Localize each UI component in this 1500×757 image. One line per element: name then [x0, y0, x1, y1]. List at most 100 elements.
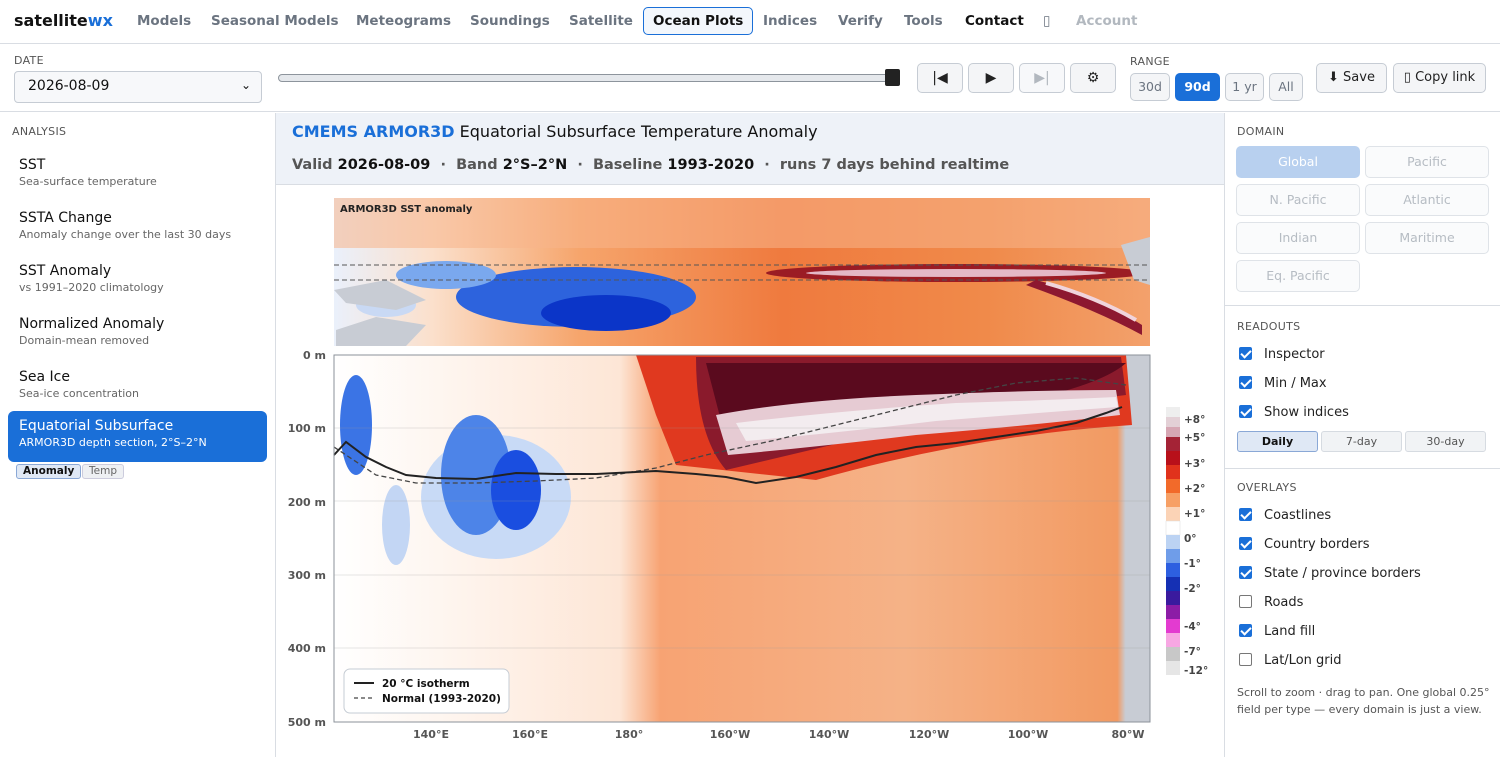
lag-note: runs 7 days behind realtime	[779, 157, 1010, 173]
domain-pacific-button[interactable]: Pacific	[1365, 146, 1489, 178]
analysis-item-sea-ice[interactable]: Sea Ice Sea-ice concentration	[8, 362, 267, 413]
chevron-down-icon: ⌄	[240, 78, 251, 92]
colorbar-label: 0°	[1184, 533, 1197, 545]
domain-indian-button[interactable]: Indian	[1236, 222, 1360, 254]
x-axis: 140°E 160°E 180° 160°W 140°W 120°W 100°W…	[413, 728, 1144, 741]
x-tick-label: 160°W	[710, 728, 751, 741]
domain-n-pacific-button[interactable]: N. Pacific	[1236, 184, 1360, 216]
analysis-item-sst[interactable]: SST Sea-surface temperature	[8, 150, 267, 201]
readout-minmax-checkbox[interactable]: Min / Max	[1239, 376, 1327, 391]
analysis-item-title: Normalized Anomaly	[19, 316, 165, 332]
mode-anomaly-pill[interactable]: Anomaly	[16, 464, 82, 479]
nav-verify[interactable]: Verify	[838, 13, 883, 29]
date-slider[interactable]	[278, 69, 900, 86]
valid-label: Valid	[292, 157, 333, 173]
legend-isotherm-label: 20 °C isotherm	[382, 678, 470, 690]
checkbox-checked[interactable]	[1239, 624, 1252, 637]
checkbox-unchecked[interactable]	[1239, 595, 1252, 608]
domain-atlantic-button[interactable]: Atlantic	[1365, 184, 1489, 216]
analysis-item-sst-anomaly[interactable]: SST Anomaly vs 1991–2020 climatology	[8, 256, 267, 307]
analysis-item-sub: Sea-surface temperature	[19, 175, 157, 188]
analysis-item-title: SST Anomaly	[19, 263, 112, 279]
separator: ·	[764, 157, 770, 173]
toolbar: DATE 2026-08-09 ⌄ |◀ ▶ ▶| ⚙ RANGE 30d 90d…	[0, 44, 1500, 112]
save-button[interactable]: ⬇ Save	[1316, 63, 1387, 93]
checkbox-unchecked[interactable]	[1239, 653, 1252, 666]
date-select[interactable]: 2026-08-09 ⌄	[14, 71, 262, 103]
analysis-item-sub: Sea-ice concentration	[19, 387, 140, 400]
analysis-item-equatorial-subsurface[interactable]: Equatorial Subsurface ARMOR3D depth secti…	[8, 411, 267, 462]
period-7day-button[interactable]: 7-day	[1321, 431, 1402, 452]
readout-inspector-checkbox[interactable]: Inspector	[1239, 347, 1325, 362]
analysis-item-normalized-anomaly[interactable]: Normalized Anomaly Domain-mean removed	[8, 309, 267, 360]
analysis-item-ssta-change[interactable]: SSTA Change Anomaly change over the last …	[8, 203, 267, 254]
nav-meteograms[interactable]: Meteograms	[356, 13, 452, 29]
checkbox-checked[interactable]	[1239, 405, 1252, 418]
separator: ·	[577, 157, 583, 173]
domain-global-button[interactable]: Global	[1236, 146, 1360, 178]
brand-accent: wx	[87, 11, 113, 30]
plot-subtitle: Valid 2026-08-09 · Band 2°S–2°N · Baseli…	[292, 157, 1009, 173]
checkbox-checked[interactable]	[1239, 347, 1252, 360]
checkbox-checked[interactable]	[1239, 376, 1252, 389]
last-frame-button[interactable]: ▶|	[1019, 63, 1065, 93]
nav-tools[interactable]: Tools	[904, 13, 943, 29]
range-1yr-button[interactable]: 1 yr	[1225, 73, 1264, 101]
section-divider	[1225, 305, 1500, 306]
colorbar-label: +3°	[1184, 458, 1205, 470]
range-90d-button[interactable]: 90d	[1175, 73, 1220, 101]
plot-title: CMEMS ARMOR3D Equatorial Subsurface Temp…	[292, 122, 818, 141]
nav-account[interactable]: Account	[1076, 13, 1138, 29]
nav-ocean-plots[interactable]: Ocean Plots	[643, 7, 754, 35]
brand-logo[interactable]: satellitewx	[14, 11, 113, 30]
analysis-item-sub: Domain-mean removed	[19, 334, 150, 347]
nav-models[interactable]: Models	[137, 13, 192, 29]
nav-placeholder-icon[interactable]: ▯	[1043, 13, 1051, 29]
checkbox-checked[interactable]	[1239, 566, 1252, 579]
analysis-item-title: SST	[19, 157, 46, 173]
overlay-latlon-grid-checkbox[interactable]: Lat/Lon grid	[1239, 653, 1342, 668]
overlay-land-fill-checkbox[interactable]: Land fill	[1239, 624, 1315, 639]
section-divider	[1225, 468, 1500, 469]
slider-handle[interactable]	[885, 69, 900, 86]
nav-satellite[interactable]: Satellite	[569, 13, 633, 29]
nav-contact[interactable]: Contact	[965, 13, 1024, 29]
colorbar-label: +5°	[1184, 432, 1205, 444]
overlay-country-borders-checkbox[interactable]: Country borders	[1239, 537, 1369, 552]
range-30d-button[interactable]: 30d	[1130, 73, 1170, 101]
overlay-roads-checkbox[interactable]: Roads	[1239, 595, 1303, 610]
copy-link-button[interactable]: ▯ Copy link	[1393, 63, 1486, 93]
play-button[interactable]: ▶	[968, 63, 1014, 93]
legend-normal-label: Normal (1993-2020)	[382, 693, 501, 705]
nav-soundings[interactable]: Soundings	[470, 13, 550, 29]
checkbox-checked[interactable]	[1239, 537, 1252, 550]
first-frame-button[interactable]: |◀	[917, 63, 963, 93]
baseline-value: 1993-2020	[667, 157, 755, 173]
depth-section	[333, 354, 1151, 723]
range-label: RANGE	[1130, 55, 1170, 68]
checkbox-label: Lat/Lon grid	[1264, 653, 1342, 668]
checkbox-label: Land fill	[1264, 624, 1316, 639]
domain-section-title: DOMAIN	[1237, 125, 1285, 138]
checkbox-label: Show indices	[1264, 405, 1349, 420]
readout-show-indices-checkbox[interactable]: Show indices	[1239, 405, 1349, 420]
checkbox-label: Coastlines	[1264, 508, 1332, 523]
subsurface-section-figure[interactable]: ARMOR3D SST anomaly 0 m	[276, 185, 1224, 757]
settings-button[interactable]: ⚙	[1070, 63, 1116, 93]
nav-seasonal-models[interactable]: Seasonal Models	[211, 13, 339, 29]
nav-indices[interactable]: Indices	[763, 13, 818, 29]
y-tick-label: 400 m	[288, 642, 326, 655]
checkbox-label: State / province borders	[1264, 566, 1421, 581]
analysis-item-title: Equatorial Subsurface	[19, 418, 174, 434]
period-30day-button[interactable]: 30-day	[1405, 431, 1486, 452]
domain-eq-pacific-button[interactable]: Eq. Pacific	[1236, 260, 1360, 292]
checkbox-checked[interactable]	[1239, 508, 1252, 521]
y-tick-label: 300 m	[288, 569, 326, 582]
y-tick-label: 100 m	[288, 422, 326, 435]
mode-temp-pill[interactable]: Temp	[82, 464, 124, 479]
domain-maritime-button[interactable]: Maritime	[1365, 222, 1489, 254]
overlay-state-borders-checkbox[interactable]: State / province borders	[1239, 566, 1421, 581]
overlay-coastlines-checkbox[interactable]: Coastlines	[1239, 508, 1331, 523]
period-daily-button[interactable]: Daily	[1237, 431, 1318, 452]
range-all-button[interactable]: All	[1269, 73, 1303, 101]
